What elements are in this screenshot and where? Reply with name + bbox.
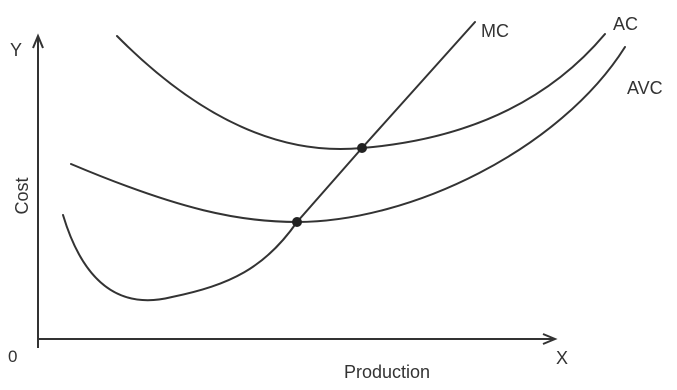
avc-curve — [70, 46, 626, 224]
y-axis-arrow — [32, 33, 44, 49]
y-axis-letter: Y — [10, 40, 22, 60]
mc-curve — [62, 21, 476, 302]
y-axis-title: Cost — [12, 177, 32, 214]
axes — [32, 33, 558, 348]
ac-label: AC — [613, 14, 638, 34]
mc-ac-intersection-point — [357, 143, 367, 153]
x-axis-letter: X — [556, 348, 568, 368]
x-axis-arrow — [542, 333, 558, 345]
avc-label: AVC — [627, 78, 663, 98]
mc-label: MC — [481, 21, 509, 41]
origin-label: 0 — [8, 347, 17, 366]
mc-avc-intersection-point — [292, 217, 302, 227]
x-axis-title: Production — [344, 362, 430, 382]
ac-curve — [116, 33, 606, 150]
